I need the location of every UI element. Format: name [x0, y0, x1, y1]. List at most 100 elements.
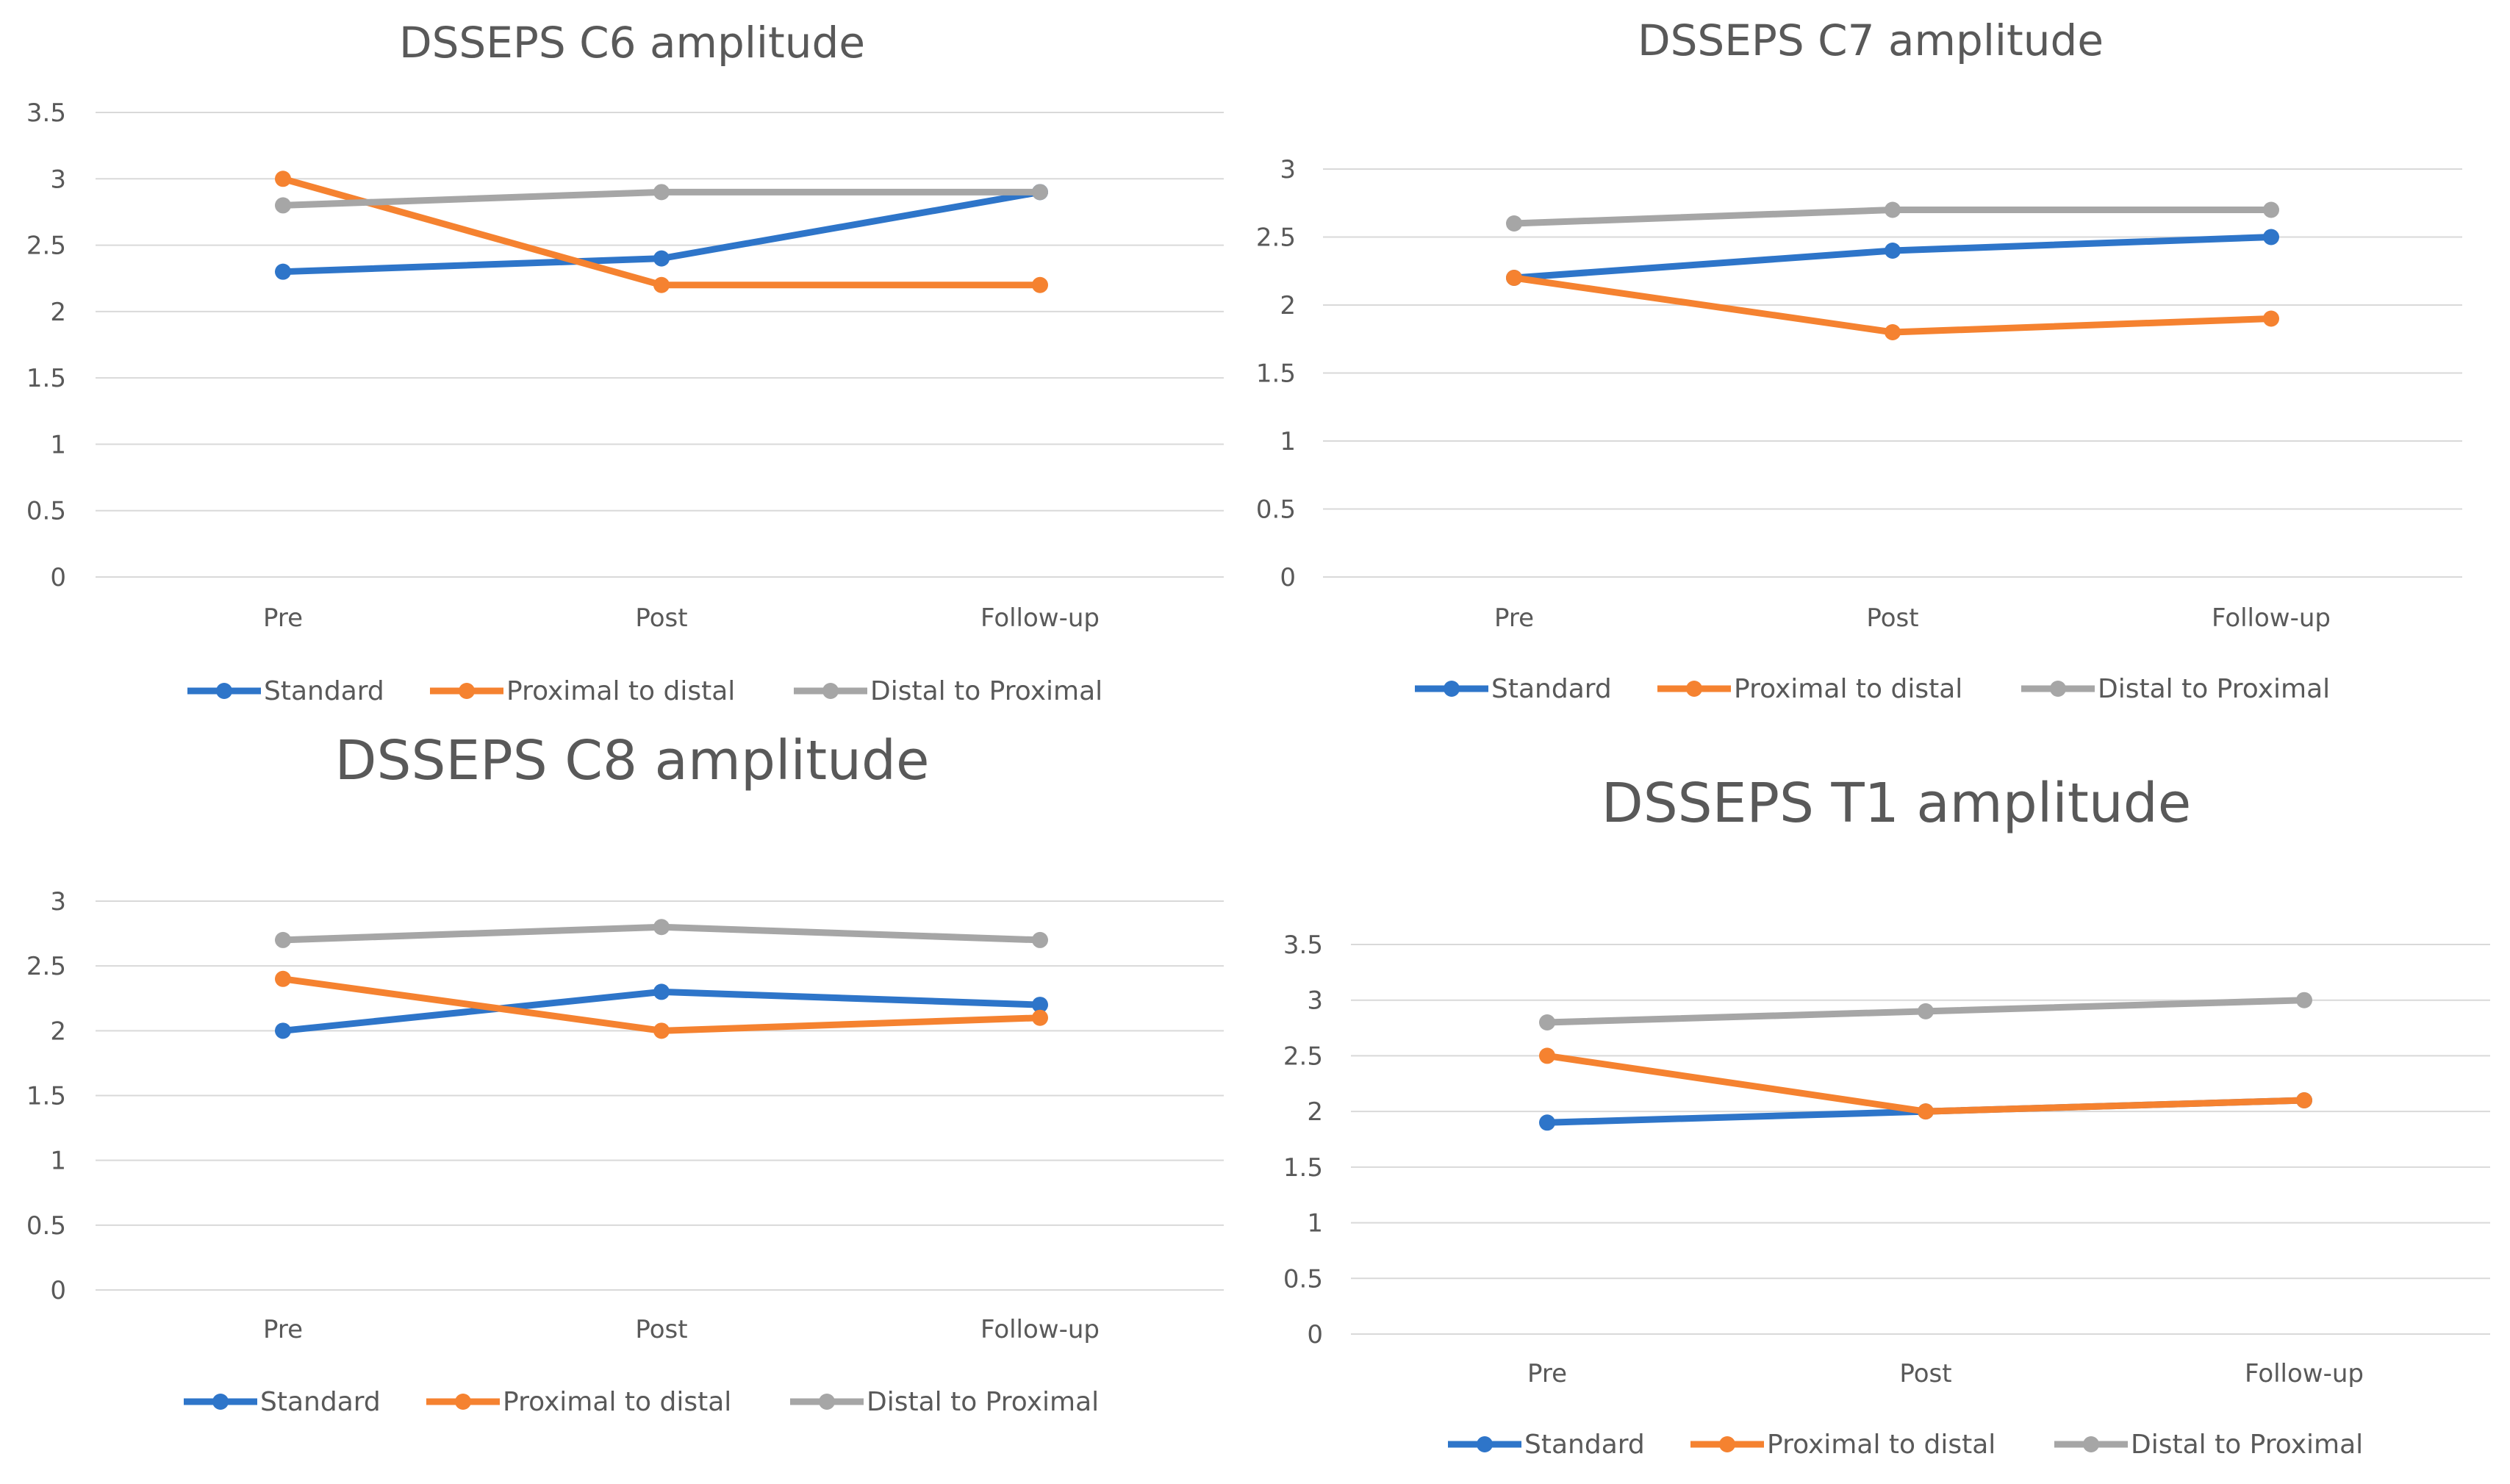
y-tick-label: 3.5: [26, 98, 66, 128]
y-tick-label: 1.5: [26, 364, 66, 393]
legend-label: Standard: [1524, 1430, 1645, 1460]
legend-label: Proximal to distal: [503, 1387, 731, 1417]
x-tick-label: Follow-up: [980, 1315, 1100, 1344]
x-tick-label: Follow-up: [2212, 603, 2331, 633]
data-point: [275, 970, 291, 987]
data-point: [653, 983, 670, 1000]
legend-label: Proximal to distal: [1767, 1430, 1996, 1460]
y-tick-label: 0.5: [26, 1211, 66, 1241]
series-line: [1543, 1052, 2308, 1115]
data-point: [653, 250, 670, 267]
legend-label: Proximal to distal: [506, 676, 735, 706]
data-point: [1918, 1103, 1934, 1120]
y-tick-label: 0: [50, 563, 66, 592]
legend-swatch-marker: [1477, 1436, 1493, 1452]
legend-item: Proximal to distal: [1690, 1430, 1996, 1460]
data-point: [2296, 992, 2312, 1008]
legend-label: Proximal to distal: [1734, 674, 1962, 704]
x-tick-label: Pre: [1527, 1359, 1567, 1388]
y-tick-label: 1: [50, 1147, 66, 1176]
chart-panel-4: DSSEPS T1 amplitude 0 0.5 1 1.5 2 2.5 3 3.5 Pre Po…: [1283, 772, 2490, 1460]
data-point: [1506, 270, 1522, 286]
chart-title: DSSEPS C6 amplitude: [399, 18, 865, 68]
y-tick-label: 1.5: [26, 1082, 66, 1111]
data-point: [1918, 1003, 1934, 1019]
legend-swatch-marker: [2083, 1436, 2099, 1452]
legend-swatch-marker: [822, 683, 839, 699]
series-proximal-to-distal: [275, 970, 1048, 1039]
legend-item: Standard: [1415, 674, 1612, 704]
y-tick-label: 0.5: [1283, 1264, 1323, 1294]
chart-panel-2: DSSEPS C7 amplitude 0 0.5 1 1.5 2 2.5 3 Pre Post F…: [1256, 15, 2462, 704]
series-distal-to-proximal: [1539, 992, 2312, 1030]
legend-item: Distal to Proximal: [2021, 674, 2330, 704]
legend-label: Distal to Proximal: [867, 1387, 1099, 1417]
x-tick-label: Post: [1899, 1359, 1951, 1388]
legend-item: Standard: [187, 676, 384, 706]
y-tick-label: 1: [1307, 1209, 1323, 1239]
y-tick-label: 2: [50, 298, 66, 327]
y-tick-label: 2.5: [26, 952, 66, 981]
data-point: [653, 919, 670, 936]
data-point: [1539, 1114, 1555, 1131]
data-point: [2263, 201, 2279, 218]
y-tick-label: 1.5: [1256, 359, 1296, 389]
series-distal-to-proximal: [275, 919, 1048, 948]
x-tick-label: Follow-up: [980, 603, 1100, 633]
data-point: [653, 1022, 670, 1039]
data-point: [1506, 215, 1522, 232]
legend-swatch-marker: [2050, 681, 2066, 697]
chart-panel-1: DSSEPS C6 amplitude 0 0.5 1 1.5 2 2.5 3 3.5 Pre Po…: [26, 18, 1224, 706]
data-point: [2263, 229, 2279, 245]
x-tick-label: Post: [635, 603, 687, 633]
data-point: [1032, 997, 1048, 1014]
chart-title: DSSEPS C8 amplitude: [334, 729, 929, 792]
data-point: [653, 276, 670, 293]
legend-item: Proximal to distal: [426, 1387, 731, 1417]
legend-label: Distal to Proximal: [2098, 674, 2330, 704]
data-point: [1032, 1009, 1048, 1026]
data-point: [275, 263, 291, 280]
data-point: [1885, 243, 1901, 259]
y-tick-label: 3: [1280, 155, 1296, 184]
y-tick-label: 0: [1307, 1320, 1323, 1349]
data-point: [1032, 931, 1048, 948]
y-tick-label: 1: [50, 430, 66, 459]
series-standard: [275, 983, 1048, 1039]
series-distal-to-proximal: [275, 184, 1048, 214]
data-point: [1885, 201, 1901, 218]
legend-swatch-marker: [1444, 681, 1460, 697]
chart-title: DSSEPS C7 amplitude: [1638, 15, 2104, 65]
legend-swatch-marker: [455, 1394, 471, 1410]
legend-item: Proximal to distal: [430, 676, 735, 706]
data-point: [1885, 324, 1901, 340]
y-tick-label: 2: [50, 1017, 66, 1046]
data-point: [653, 184, 670, 201]
x-tick-label: Pre: [263, 1315, 303, 1344]
legend-item: Standard: [1448, 1430, 1645, 1460]
y-tick-label: 0: [1280, 563, 1296, 592]
chart-title: DSSEPS T1 amplitude: [1602, 772, 2192, 835]
data-point: [1539, 1047, 1555, 1064]
legend-item: Standard: [184, 1387, 381, 1417]
legend-swatch-marker: [1719, 1436, 1735, 1452]
data-point: [1032, 276, 1048, 293]
legend-label: Distal to Proximal: [2131, 1430, 2363, 1460]
y-tick-label: 0: [50, 1276, 66, 1305]
legend-item: Distal to Proximal: [790, 1387, 1099, 1417]
y-tick-label: 3: [50, 165, 66, 194]
series-proximal-to-distal: [275, 171, 1048, 293]
y-tick-label: 2.5: [1256, 223, 1296, 253]
y-tick-label: 3: [50, 887, 66, 917]
legend-label: Distal to Proximal: [870, 676, 1102, 706]
y-tick-label: 2: [1307, 1097, 1323, 1127]
chart-panel-3: DSSEPS C8 amplitude 0 0.5 1 1.5 2 2.5 3 Pre Post F…: [26, 729, 1224, 1417]
x-tick-label: Follow-up: [2245, 1359, 2364, 1388]
x-tick-label: Pre: [263, 603, 303, 633]
y-tick-label: 1: [1280, 427, 1296, 456]
data-point: [2263, 310, 2279, 327]
data-point: [1539, 1014, 1555, 1030]
data-point: [1032, 184, 1048, 201]
data-point: [275, 171, 291, 187]
